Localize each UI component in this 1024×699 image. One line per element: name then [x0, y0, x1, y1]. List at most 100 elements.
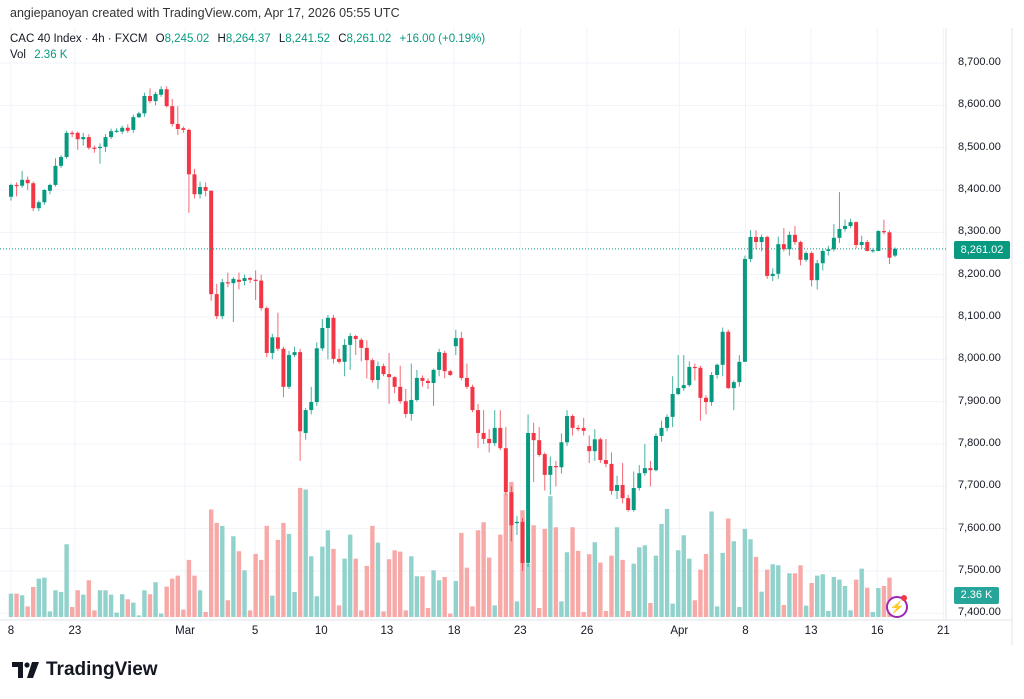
volume-bar	[670, 603, 675, 617]
candle-body	[603, 460, 608, 464]
time-tick-label: 23	[513, 625, 527, 637]
time-tick-label: 8	[7, 625, 15, 637]
candle-body	[175, 123, 180, 130]
candle-body	[136, 113, 141, 118]
candle-body	[198, 187, 203, 195]
volume-bar	[714, 606, 720, 617]
candle-body	[86, 137, 91, 148]
time-tick-label: 18	[447, 625, 461, 637]
volume-bar	[837, 579, 842, 617]
volume-bar	[748, 539, 753, 617]
candle-body	[531, 432, 536, 441]
candle-body	[36, 202, 41, 209]
volume-bar	[153, 582, 158, 617]
candle-body	[698, 367, 703, 398]
volume-bar	[614, 527, 620, 617]
volume-bar	[14, 593, 19, 617]
candle-body	[476, 410, 481, 433]
candle-body	[776, 244, 781, 274]
time-tick-label: 23	[68, 625, 82, 637]
volume-bar	[853, 579, 859, 617]
price-tick-label: 8,500.00	[958, 140, 1001, 153]
volume-bar	[320, 546, 325, 617]
volume-bar	[36, 578, 41, 617]
symbol-name[interactable]: CAC 40 Index · 4h · FXCM	[10, 33, 148, 45]
candle-body	[670, 394, 675, 417]
candle-body	[370, 360, 375, 381]
candle-body	[620, 485, 625, 499]
volume-bar	[325, 530, 331, 617]
time-tick-label: 5	[251, 625, 259, 637]
volume-bar	[220, 525, 225, 617]
volume-bar	[31, 587, 36, 617]
volume-bar	[275, 539, 281, 617]
volume-bar	[742, 528, 748, 617]
price-tick-label: 8,200.00	[958, 267, 1001, 280]
volume-bar	[575, 550, 581, 617]
time-tick-label: 10	[314, 625, 328, 637]
volume-bar	[831, 577, 837, 617]
volume-bar	[170, 578, 175, 617]
candle-body	[236, 279, 241, 282]
candle-body	[781, 244, 786, 250]
volume-bar	[370, 525, 375, 617]
volume-bar	[392, 550, 397, 617]
candle-body	[537, 440, 542, 455]
volume-bar	[865, 587, 870, 617]
candle-body	[381, 366, 386, 375]
candle-body	[398, 386, 403, 402]
candle-body	[681, 385, 686, 389]
last-price-badge: 8,261.02	[954, 241, 1010, 259]
low-value: 8,241.52	[285, 33, 330, 45]
candle-body	[320, 327, 325, 349]
volume-bar	[870, 612, 875, 617]
volume-bar	[703, 553, 709, 617]
candle-body	[487, 438, 492, 444]
volume-bar	[792, 573, 798, 617]
candle-body	[42, 189, 47, 203]
candle-body	[270, 337, 275, 353]
candle-body	[231, 278, 236, 284]
candle-body	[770, 273, 775, 276]
candle-body	[120, 127, 125, 132]
candle-body	[170, 106, 175, 124]
volume-bar	[425, 608, 431, 617]
volume-bar	[692, 600, 698, 617]
candle-body	[203, 187, 208, 191]
volume-bar	[475, 530, 481, 617]
lightning-icon[interactable]: ⚡	[886, 596, 908, 618]
volume-bar	[114, 612, 119, 617]
time-tick-label: Apr	[670, 625, 689, 637]
price-tick-label: 8,600.00	[958, 98, 1001, 111]
volume-label[interactable]: Vol	[10, 49, 26, 61]
candle-body	[131, 117, 136, 130]
volume-bar	[436, 580, 442, 617]
open-value: 8,245.02	[164, 33, 210, 45]
volume-bar	[603, 611, 609, 617]
volume-bar	[181, 609, 186, 617]
candle-body	[442, 352, 447, 372]
candle-body	[854, 222, 859, 246]
volume-bar	[197, 590, 203, 617]
chart-credit: angiepanoyan created with TradingView.co…	[10, 6, 400, 20]
candle-body	[570, 416, 575, 428]
volume-bar	[559, 601, 564, 617]
volume-bar	[587, 554, 592, 617]
candle-body	[731, 382, 736, 389]
volume-bar	[331, 548, 336, 617]
tradingview-logo[interactable]: TradingView	[12, 659, 158, 681]
volume-bar	[764, 569, 770, 617]
candle-body	[103, 137, 108, 147]
volume-bar	[659, 523, 664, 617]
grid-lines	[0, 28, 946, 620]
notification-dot-icon	[901, 595, 907, 601]
candle-body	[225, 282, 230, 284]
volume-bar	[58, 592, 64, 617]
volume-bar	[131, 602, 136, 617]
candle-body	[292, 352, 297, 356]
volume-bar	[8, 593, 14, 617]
volume-bar	[848, 610, 853, 617]
candle-body	[792, 234, 797, 243]
volume-bar	[681, 535, 686, 617]
